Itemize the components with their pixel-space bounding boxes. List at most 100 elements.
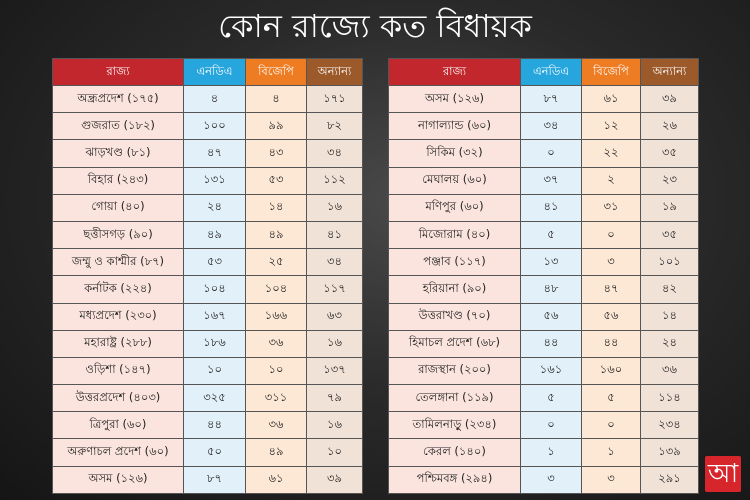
count-cell: ১৬৭ bbox=[183, 302, 246, 331]
count-cell: ১১২ bbox=[306, 166, 363, 195]
table-row: বিহার (২৪৩) ১৩১ ৫৩ ১১২ bbox=[52, 166, 363, 195]
table-row: কেরল (১৪০) ১ ১ ১৩৯ bbox=[388, 438, 699, 467]
count-cell: ১০ bbox=[306, 438, 363, 467]
state-cell: অরুণাচল প্রদেশ (৬০) bbox=[52, 438, 184, 467]
count-cell: ০ bbox=[581, 411, 641, 440]
table-row: ঝাড়খণ্ড (৮১) ৪৭ ৪৩ ৩৪ bbox=[52, 139, 363, 168]
count-cell: ১৩ bbox=[520, 248, 582, 277]
count-cell: ১২ bbox=[581, 112, 641, 141]
header-cell: বিজেপি bbox=[581, 58, 641, 86]
state-cell: উত্তরপ্রদেশ (৪০৩) bbox=[52, 384, 184, 413]
header-cell: এনডিএ bbox=[520, 58, 582, 86]
state-cell: পঞ্জাব (১১৭) bbox=[388, 248, 521, 277]
state-cell: মহারাষ্ট্র (২৮৮) bbox=[52, 329, 184, 358]
count-cell: ৫ bbox=[520, 220, 582, 250]
count-cell: ১৬ bbox=[306, 411, 363, 440]
header-cell: অন্যান্য bbox=[306, 58, 363, 86]
count-cell: ৩ bbox=[581, 465, 641, 494]
count-cell: ৪১ bbox=[306, 220, 363, 250]
count-cell: ২৬ bbox=[640, 112, 699, 141]
count-cell: ৫০ bbox=[183, 438, 246, 467]
state-cell: মণিপুর (৬০) bbox=[388, 193, 521, 222]
table-row: রাজস্থান (২০০) ১৬১ ১৬০ ৩৬ bbox=[388, 356, 699, 386]
count-cell: ০ bbox=[520, 139, 582, 168]
table-row: মধ্যপ্রদেশ (২৩০) ১৬৭ ১৬৬ ৬৩ bbox=[52, 302, 363, 331]
table-row: নাগাল্যান্ড (৬০) ৩৪ ১২ ২৬ bbox=[388, 112, 699, 141]
count-cell: ২৯১ bbox=[640, 465, 699, 494]
state-cell: কেরল (১৪০) bbox=[388, 438, 521, 467]
table-row: পশ্চিমবঙ্গ (২৯৪) ৩ ৩ ২৯১ bbox=[388, 465, 699, 494]
count-cell: ১৬০ bbox=[581, 356, 641, 386]
table-row: মিজোরাম (৪০) ৫ ০ ৩৫ bbox=[388, 220, 699, 250]
title: কোন রাজ্যে কত বিধায়ক bbox=[218, 7, 532, 45]
table-row: জম্মু ও কাশ্মীর (৮৭) ৫৩ ২৫ ৩৪ bbox=[52, 248, 363, 277]
table-row: অসম (১২৬) ৮৭ ৬১ ৩৯ bbox=[52, 465, 363, 494]
state-cell: ত্রিপুরা (৬০) bbox=[52, 411, 184, 440]
count-cell: ৪ bbox=[183, 84, 246, 114]
count-cell: ১৬৬ bbox=[245, 302, 307, 331]
count-cell: ৪৭ bbox=[581, 275, 641, 304]
header-row: রাজ্য এনডিএ বিজেপি অন্যান্য bbox=[52, 58, 363, 86]
count-cell: ৮৭ bbox=[183, 465, 246, 494]
count-cell: ২ bbox=[581, 166, 641, 195]
count-cell: ১৩৭ bbox=[306, 356, 363, 386]
count-cell: ০ bbox=[581, 220, 641, 250]
count-cell: ১০ bbox=[245, 356, 307, 386]
count-cell: ১৩১ bbox=[183, 166, 246, 195]
count-cell: ৫৬ bbox=[581, 302, 641, 331]
count-cell: ৩৭ bbox=[520, 166, 582, 195]
table-row: মেঘালয় (৬০) ৩৭ ২ ২৩ bbox=[388, 166, 699, 195]
count-cell: ৩ bbox=[581, 248, 641, 277]
count-cell: ৭৯ bbox=[306, 384, 363, 413]
header-cell: অন্যান্য bbox=[640, 58, 699, 86]
count-cell: ৪৯ bbox=[245, 220, 307, 250]
table-row: গোয়া (৪০) ২৪ ১৪ ১৬ bbox=[52, 193, 363, 222]
state-cell: অসম (১২৬) bbox=[52, 465, 184, 494]
count-cell: ১ bbox=[520, 438, 582, 467]
table-row: অরুণাচল প্রদেশ (৬০) ৫০ ৪৯ ১০ bbox=[52, 438, 363, 467]
count-cell: ৪১ bbox=[520, 193, 582, 222]
state-cell: নাগাল্যান্ড (৬০) bbox=[388, 112, 521, 141]
count-cell: ৩১ bbox=[581, 193, 641, 222]
count-cell: ১ bbox=[581, 438, 641, 467]
table-row: ওড়িশা (১৪৭) ১০ ১০ ১৩৭ bbox=[52, 356, 363, 386]
count-cell: ৪৯ bbox=[183, 220, 246, 250]
count-cell: ১১৭ bbox=[306, 275, 363, 304]
count-cell: ৮২ bbox=[306, 112, 363, 141]
table-row: তামিলনাড়ু (২৩৪) ০ ০ ২৩৪ bbox=[388, 411, 699, 440]
state-cell: বিহার (২৪৩) bbox=[52, 166, 184, 195]
state-cell: গোয়া (৪০) bbox=[52, 193, 184, 222]
count-cell: ৮৭ bbox=[520, 84, 582, 114]
count-cell: ৩৪ bbox=[306, 139, 363, 168]
count-cell: ৪৭ bbox=[183, 139, 246, 168]
state-cell: মিজোরাম (৪০) bbox=[388, 220, 521, 250]
state-cell: জম্মু ও কাশ্মীর (৮৭) bbox=[52, 248, 184, 277]
header-cell: বিজেপি bbox=[245, 58, 307, 86]
count-cell: ১১৪ bbox=[640, 384, 699, 413]
table-row: অন্ধ্রপ্রদেশ (১৭৫) ৪ ৪ ১৭১ bbox=[52, 84, 363, 114]
count-cell: ৪৩ bbox=[245, 139, 307, 168]
count-cell: ২৩ bbox=[640, 166, 699, 195]
count-cell: ৪৮ bbox=[520, 275, 582, 304]
state-cell: মধ্যপ্রদেশ (২৩০) bbox=[52, 302, 184, 331]
table-row: মণিপুর (৬০) ৪১ ৩১ ১৯ bbox=[388, 193, 699, 222]
count-cell: ৪৪ bbox=[183, 411, 246, 440]
table-row: কর্নাটক (২২৪) ১০৪ ১০৪ ১১৭ bbox=[52, 275, 363, 304]
count-cell: ১৬ bbox=[306, 193, 363, 222]
count-cell: ৩২৫ bbox=[183, 384, 246, 413]
count-cell: ৫ bbox=[581, 384, 641, 413]
count-cell: ৫৩ bbox=[245, 166, 307, 195]
data-table: রাজ্য এনডিএ বিজেপি অন্যান্য অসম (১২৬) ৮৭ ৬১ ৩৯ ন… bbox=[388, 58, 699, 494]
count-cell: ১৮৬ bbox=[183, 329, 246, 358]
state-cell: অন্ধ্রপ্রদেশ (১৭৫) bbox=[52, 84, 184, 114]
table-row: তেলঙ্গানা (১১৯) ৫ ৫ ১১৪ bbox=[388, 384, 699, 413]
count-cell: ১০০ bbox=[183, 112, 246, 141]
count-cell: ২৩৪ bbox=[640, 411, 699, 440]
count-cell: ৬১ bbox=[581, 84, 641, 114]
state-cell: ওড়িশা (১৪৭) bbox=[52, 356, 184, 386]
count-cell: ১৪ bbox=[640, 302, 699, 331]
count-cell: ১০৪ bbox=[245, 275, 307, 304]
state-cell: হিমাচল প্রদেশ (৬৮) bbox=[388, 329, 521, 358]
state-cell: মেঘালয় (৬০) bbox=[388, 166, 521, 195]
data-table: রাজ্য এনডিএ বিজেপি অন্যান্য অন্ধ্রপ্রদেশ (১৭… bbox=[52, 58, 363, 494]
